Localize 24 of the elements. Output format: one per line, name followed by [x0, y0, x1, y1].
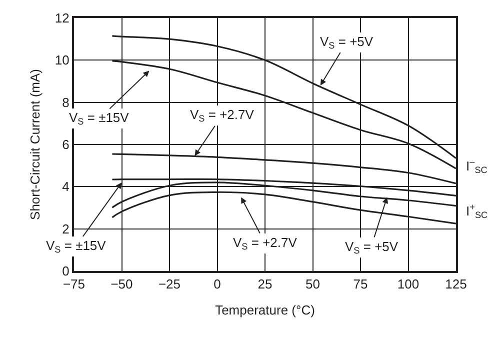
y-tick-label: 8: [62, 94, 70, 110]
x-tick-label: 0: [214, 276, 221, 292]
x-tick-label: 100: [397, 276, 420, 292]
y-tick-label: 10: [54, 52, 70, 68]
annotation: V$_{S}$ = ±15V: [69, 110, 130, 127]
annotation: V$_{S}$ = +5V: [345, 239, 398, 256]
x-tick-label: 125: [445, 276, 467, 292]
y-tick-label: 0: [62, 264, 70, 279]
x-tick-label: −75: [62, 276, 86, 292]
y-tick-label: 12: [54, 10, 70, 26]
y-tick-label: 2: [62, 221, 70, 236]
annotation: V$_{S}$ = +5V: [320, 34, 374, 51]
annotation: V$_{S}$ = ±15V: [46, 238, 106, 255]
y-tick-label: 4: [62, 179, 70, 194]
y-axis-title: Short-Circuit Current (mA): [27, 69, 42, 220]
x-tick-label: 50: [306, 276, 320, 292]
x-tick-label: −25: [158, 276, 181, 292]
annotation: V$_{S}$ = +2.7V: [233, 235, 298, 252]
x-axis-title: Temperature (°C): [215, 302, 315, 318]
x-tick-label: 75: [353, 276, 368, 292]
annotation: V$_{S}$ = +2.7V: [190, 107, 254, 124]
x-tick-label: 25: [258, 276, 272, 292]
x-tick-label: −50: [110, 276, 133, 292]
y-tick-label: 6: [62, 137, 70, 152]
